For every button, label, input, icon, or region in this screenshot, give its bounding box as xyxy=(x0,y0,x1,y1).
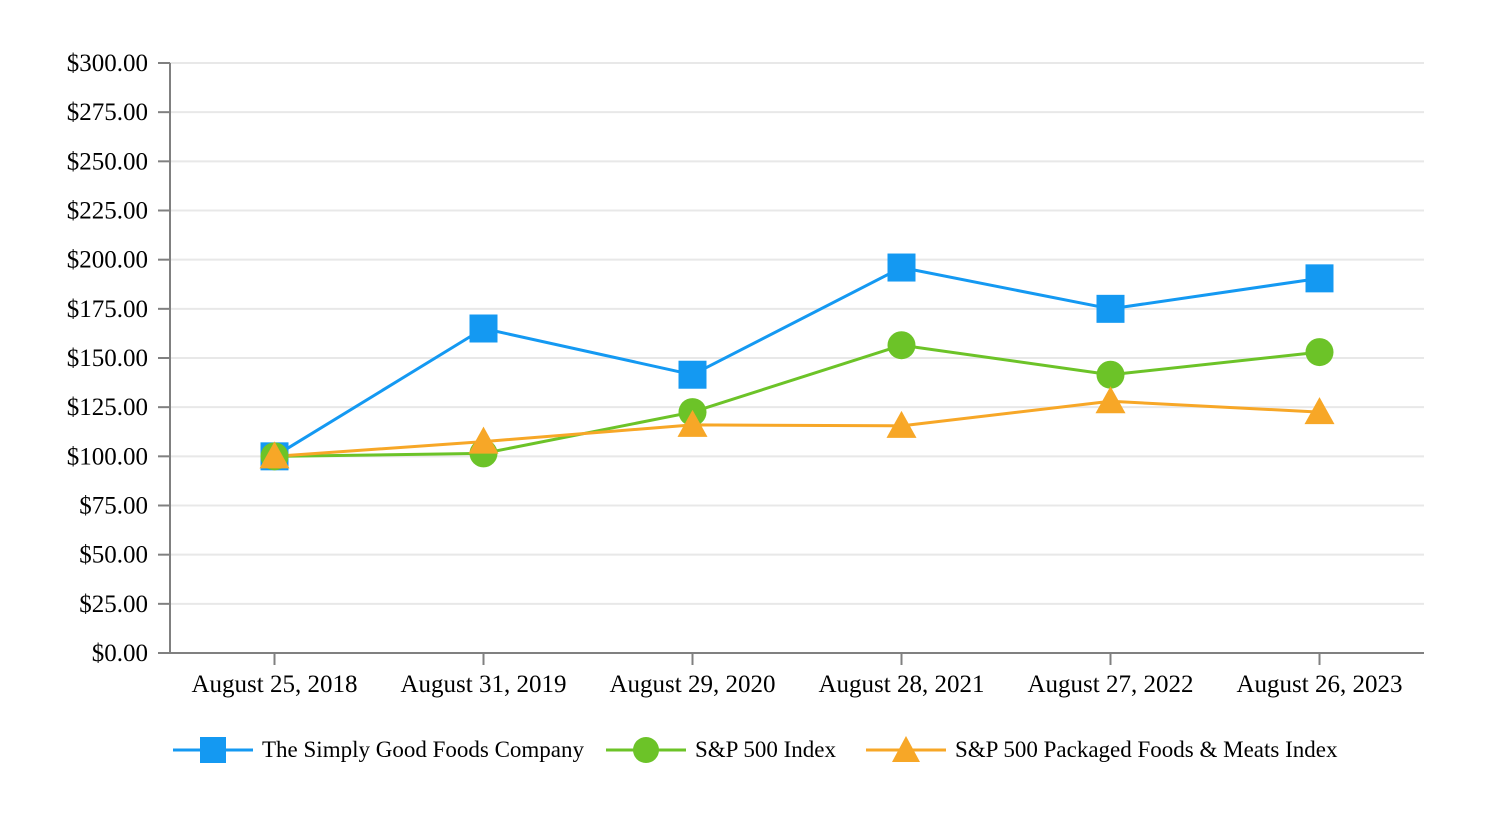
data-point-s0-3 xyxy=(887,253,916,282)
legend-item-sp500-index: S&P 500 Index xyxy=(606,731,836,769)
data-point-s2-5 xyxy=(1304,397,1335,425)
data-point-s2-0 xyxy=(259,441,290,469)
y-tick-label: $150.00 xyxy=(67,345,148,372)
x-tick-label: August 26, 2023 xyxy=(1237,671,1403,698)
y-tick-label: $0.00 xyxy=(92,640,148,667)
y-tick-label: $175.00 xyxy=(67,296,148,323)
data-point-s0-1 xyxy=(469,314,498,343)
series-line-0 xyxy=(273,266,1321,458)
data-point-s2-3 xyxy=(886,410,917,438)
y-tick-label: $75.00 xyxy=(79,493,148,520)
legend-item-simply-good-foods: The Simply Good Foods Company xyxy=(173,731,584,769)
y-tick-label: $225.00 xyxy=(67,198,148,225)
chart-legend: The Simply Good Foods Company S&P 500 In… xyxy=(0,731,1488,771)
y-tick-label: $125.00 xyxy=(67,394,148,421)
legend-square-marker-icon xyxy=(173,737,253,763)
data-point-s2-1 xyxy=(468,426,499,454)
x-tick-label: August 25, 2018 xyxy=(192,671,358,698)
legend-item-sp500-packaged-foods: S&P 500 Packaged Foods & Meats Index xyxy=(866,731,1337,769)
y-tick-label: $25.00 xyxy=(79,591,148,618)
data-point-s2-2 xyxy=(677,409,708,437)
data-point-s2-4 xyxy=(1095,386,1126,414)
legend-label-sp500-packaged-foods: S&P 500 Packaged Foods & Meats Index xyxy=(955,737,1338,762)
y-tick-label: $50.00 xyxy=(79,542,148,569)
x-tick-label: August 29, 2020 xyxy=(610,671,776,698)
series-line-2 xyxy=(273,399,1321,458)
series-line-1 xyxy=(273,343,1321,458)
y-tick-label: $100.00 xyxy=(67,443,148,470)
y-tick-label: $300.00 xyxy=(67,50,148,77)
data-point-s0-5 xyxy=(1305,264,1334,293)
y-tick-label: $275.00 xyxy=(67,99,148,126)
x-tick-label: August 27, 2022 xyxy=(1028,671,1194,698)
x-tick-label: August 28, 2021 xyxy=(819,671,985,698)
data-point-s0-4 xyxy=(1096,294,1125,323)
legend-label-sp500-index: S&P 500 Index xyxy=(695,737,836,762)
legend-triangle-marker-icon xyxy=(866,736,946,762)
data-point-s1-4 xyxy=(1096,360,1125,389)
y-tick-label: $250.00 xyxy=(67,148,148,175)
data-point-s1-3 xyxy=(887,331,916,360)
legend-circle-marker-icon xyxy=(606,737,686,763)
legend-label-simply-good-foods: The Simply Good Foods Company xyxy=(262,737,585,762)
x-tick-label: August 31, 2019 xyxy=(401,671,567,698)
y-tick-label: $200.00 xyxy=(67,247,148,274)
performance-line-chart: $300.00 $275.00 $250.00 $225.00 $200.00 $175.… xyxy=(67,50,1424,698)
data-point-s1-5 xyxy=(1305,338,1334,367)
data-point-s0-2 xyxy=(678,360,707,389)
